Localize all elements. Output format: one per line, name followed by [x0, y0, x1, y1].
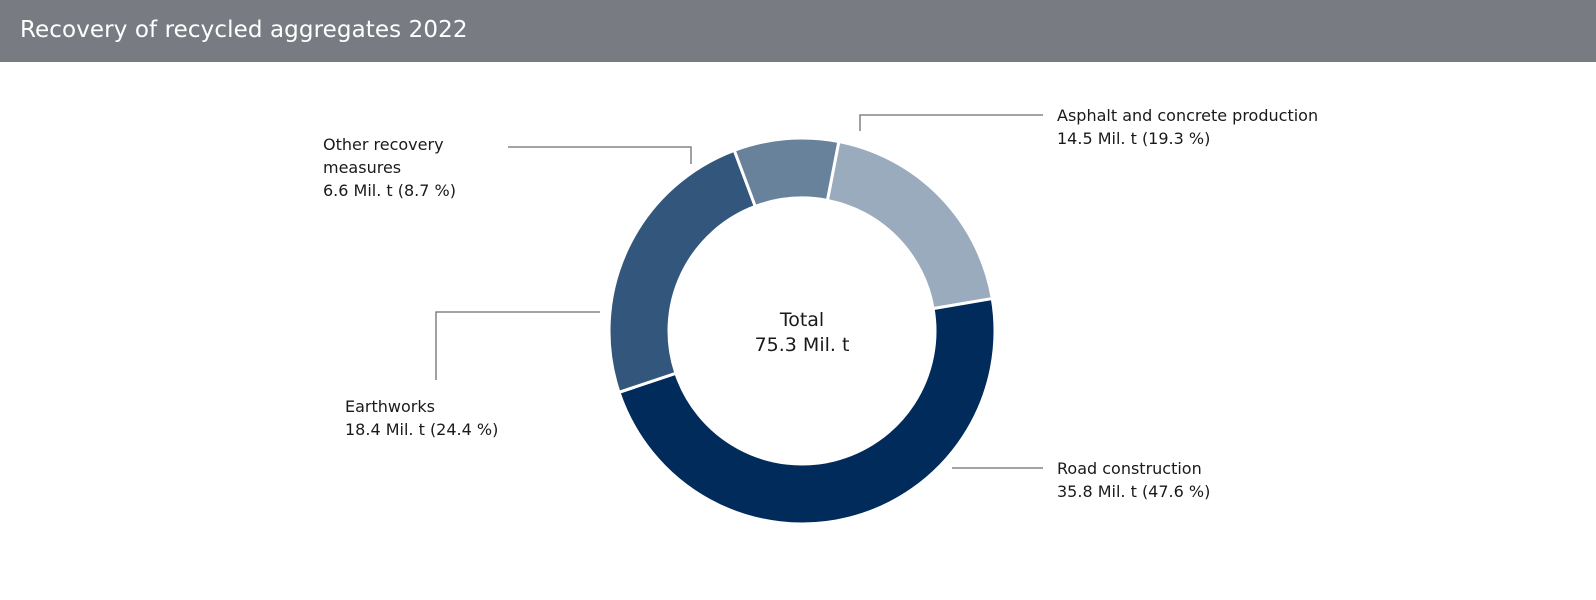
chart-header: Recovery of recycled aggregates 2022 — [0, 0, 1596, 62]
center-total-label: Total — [779, 309, 824, 331]
label-asphalt-concrete-line-1: Asphalt and concrete production — [1057, 106, 1318, 125]
donut-slices — [607, 136, 997, 526]
slice-asphalt-concrete — [825, 139, 994, 311]
label-earthworks-line-1: Earthworks — [345, 397, 435, 416]
chart-title: Recovery of recycled aggregates 2022 — [20, 17, 468, 43]
slice-other-recovery — [732, 136, 841, 209]
slice-earthworks — [607, 148, 758, 395]
label-earthworks-line-2: 18.4 Mil. t (24.4 %) — [345, 420, 498, 439]
label-other-recovery-line-3: 6.6 Mil. t (8.7 %) — [323, 181, 456, 200]
leader-lines — [435, 114, 1043, 469]
label-road-construction-line-2: 35.8 Mil. t (47.6 %) — [1057, 482, 1210, 501]
slice-road-construction — [617, 296, 997, 526]
leader-earthworks — [435, 311, 600, 380]
label-other-recovery-line-1: Other recovery — [323, 135, 444, 154]
label-other-recovery-line-2: measures — [323, 158, 401, 177]
leader-asphalt-concrete — [859, 114, 1043, 131]
slice-labels: Asphalt and concrete production 14.5 Mil.… — [323, 106, 1318, 501]
leader-other-recovery — [508, 146, 692, 164]
center-total-value: 75.3 Mil. t — [755, 334, 850, 356]
label-asphalt-concrete-line-2: 14.5 Mil. t (19.3 %) — [1057, 129, 1210, 148]
label-road-construction-line-1: Road construction — [1057, 459, 1202, 478]
